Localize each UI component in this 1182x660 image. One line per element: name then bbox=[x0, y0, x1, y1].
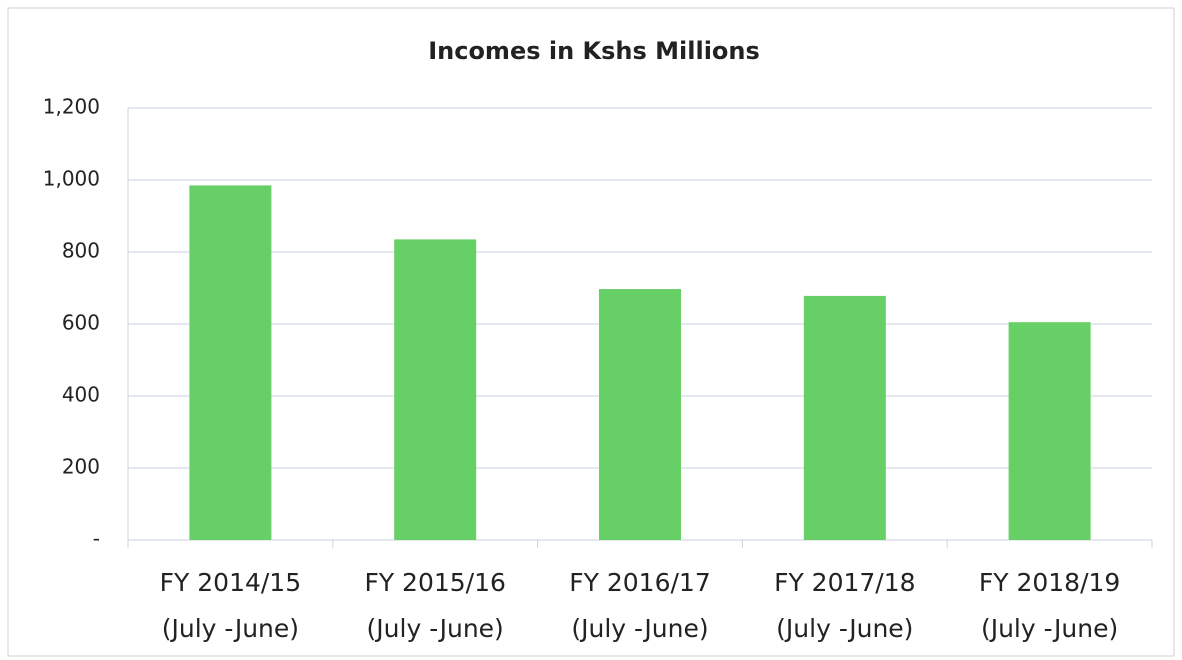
y-tick-label: 600 bbox=[62, 311, 100, 335]
x-tick-label: FY 2014/15 bbox=[160, 568, 301, 597]
chart-title: Incomes in Kshs Millions bbox=[428, 37, 760, 65]
bar bbox=[394, 239, 477, 540]
y-tick-label: 1,000 bbox=[43, 167, 100, 191]
x-tick-label: (July -June) bbox=[367, 614, 504, 643]
bar bbox=[599, 289, 681, 540]
bar bbox=[1008, 322, 1091, 540]
bar bbox=[189, 185, 272, 540]
x-tick-label: FY 2015/16 bbox=[364, 568, 505, 597]
x-tick-label: (July -June) bbox=[162, 614, 299, 643]
x-tick-label: (July -June) bbox=[776, 614, 913, 643]
y-tick-label: 1,200 bbox=[43, 95, 100, 119]
x-tick-label: FY 2018/19 bbox=[979, 568, 1120, 597]
y-tick-label: 800 bbox=[62, 239, 100, 263]
bar bbox=[803, 295, 886, 540]
x-tick-label: FY 2016/17 bbox=[569, 568, 710, 597]
x-tick-label: (July -June) bbox=[981, 614, 1118, 643]
y-tick-label: - bbox=[93, 527, 100, 551]
chart-border bbox=[7, 7, 1175, 657]
x-tick-label: FY 2017/18 bbox=[774, 568, 915, 597]
x-tick-label: (July -June) bbox=[571, 614, 708, 643]
y-tick-label: 400 bbox=[62, 383, 100, 407]
y-tick-label: 200 bbox=[62, 455, 100, 479]
